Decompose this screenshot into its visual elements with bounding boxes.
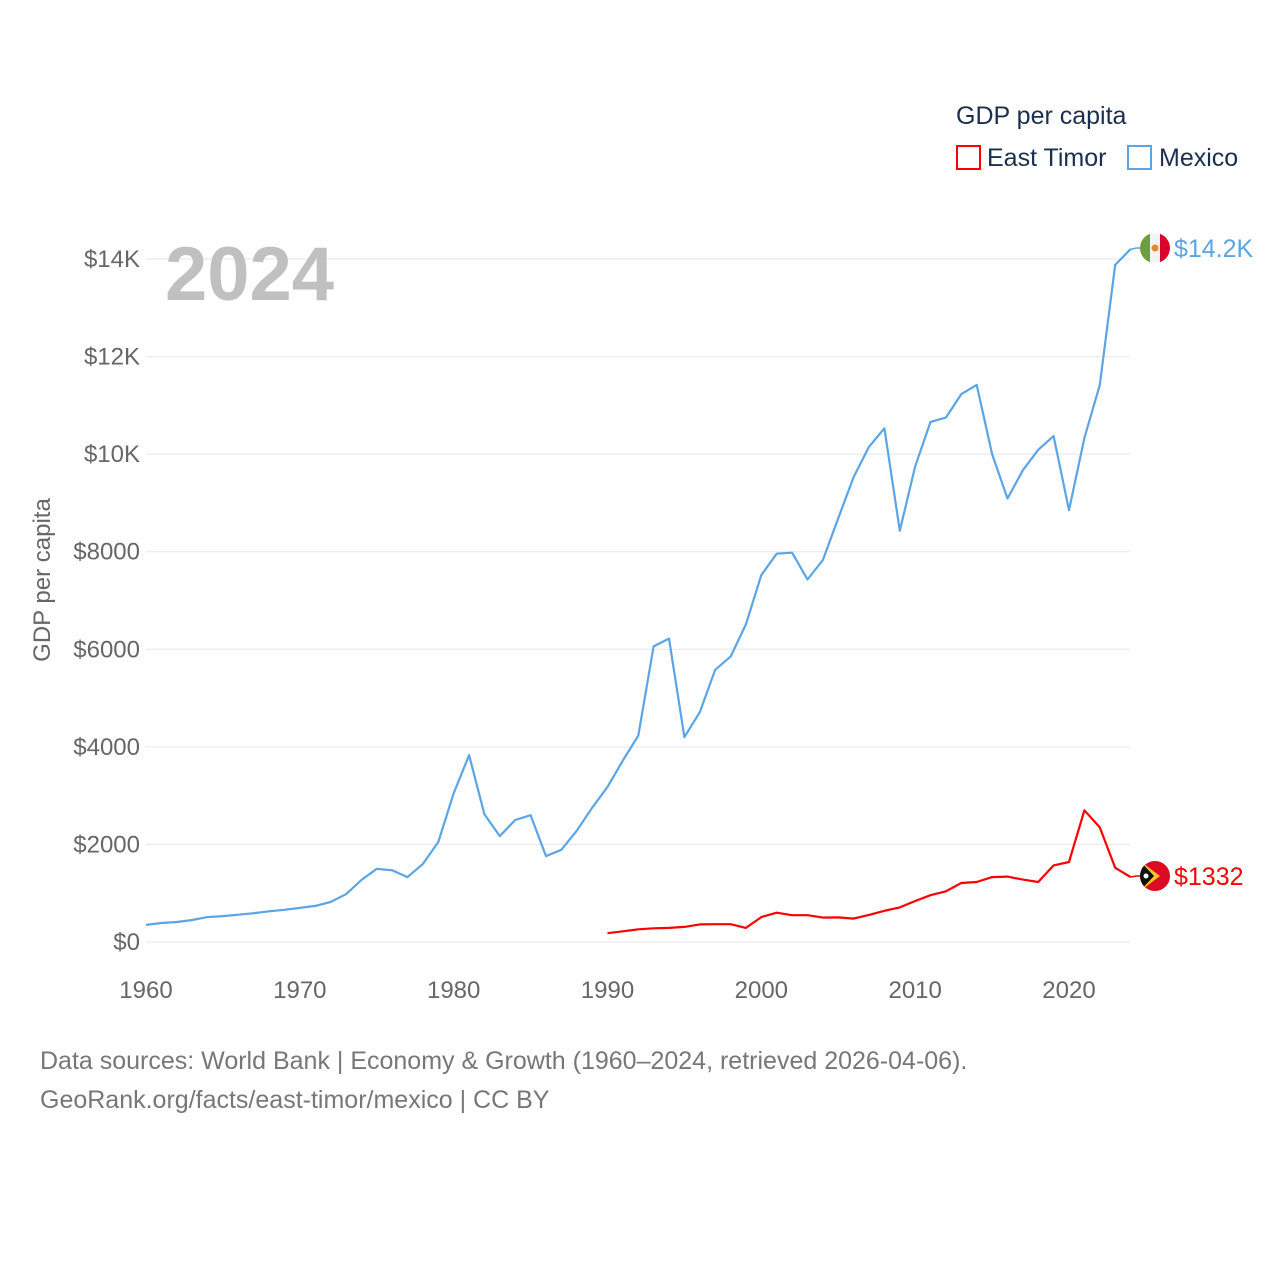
y-tick-label: $12K (84, 344, 140, 371)
legend: GDP per capita East Timor Mexico (956, 102, 1238, 172)
leader-line (1130, 875, 1141, 878)
flag-body (1140, 233, 1170, 263)
y-tick-label: $8000 (73, 539, 140, 566)
flag-body (1140, 861, 1170, 891)
x-tick-label: 2000 (735, 977, 788, 1004)
y-axis-ticks: $0 $2000 $4000 $6000 $8000 $10K $12K $14K (73, 246, 140, 956)
y-tick-label: $14K (84, 246, 140, 273)
flag-star (1143, 873, 1149, 879)
legend-swatch-east-timor[interactable] (956, 145, 981, 170)
legend-swatch-mexico[interactable] (1127, 145, 1152, 170)
footer: Data sources: World Bank | Economy & Gro… (40, 1042, 967, 1120)
x-tick-label: 1980 (427, 977, 480, 1004)
series-line-mexico (145, 248, 1132, 926)
series-line-east-timor (607, 809, 1132, 935)
x-tick-label: 2010 (888, 977, 941, 1004)
end-value-label: $14.2K (1174, 235, 1254, 263)
x-tick-label: 1960 (119, 977, 172, 1004)
series-lines (145, 248, 1132, 935)
y-tick-label: $6000 (73, 636, 140, 663)
east-timor-flag-icon (1140, 861, 1170, 891)
y-tick-label: $2000 (73, 831, 140, 858)
y-tick-label: $0 (113, 929, 140, 956)
flag-green (1140, 233, 1150, 263)
leader-line (1130, 247, 1141, 250)
end-value-label: $1332 (1174, 863, 1244, 891)
year-watermark: 2024 (165, 232, 334, 317)
source-link[interactable]: GeoRank.org/facts/east-timor/mexico | CC… (40, 1086, 550, 1114)
x-tick-label: 1990 (581, 977, 634, 1004)
y-tick-label: $10K (84, 441, 140, 468)
x-axis-ticks: 1960 1970 1980 1990 2000 2010 2020 (119, 977, 1095, 1004)
legend-item-mexico[interactable]: Mexico (1159, 144, 1238, 172)
flag-red (1160, 233, 1170, 263)
y-axis-label: GDP per capita (29, 498, 56, 662)
legend-title: GDP per capita (956, 102, 1127, 130)
legend-item-east-timor[interactable]: East Timor (987, 144, 1106, 172)
x-tick-label: 1970 (273, 977, 326, 1004)
series-end-labels: $1332 $14.2K (1130, 233, 1254, 891)
gridlines (146, 258, 1130, 943)
y-tick-label: $4000 (73, 734, 140, 761)
x-tick-label: 2020 (1042, 977, 1095, 1004)
mexico-flag-icon (1140, 233, 1170, 263)
data-sources: Data sources: World Bank | Economy & Gro… (40, 1047, 968, 1075)
flag-emblem (1151, 244, 1159, 252)
